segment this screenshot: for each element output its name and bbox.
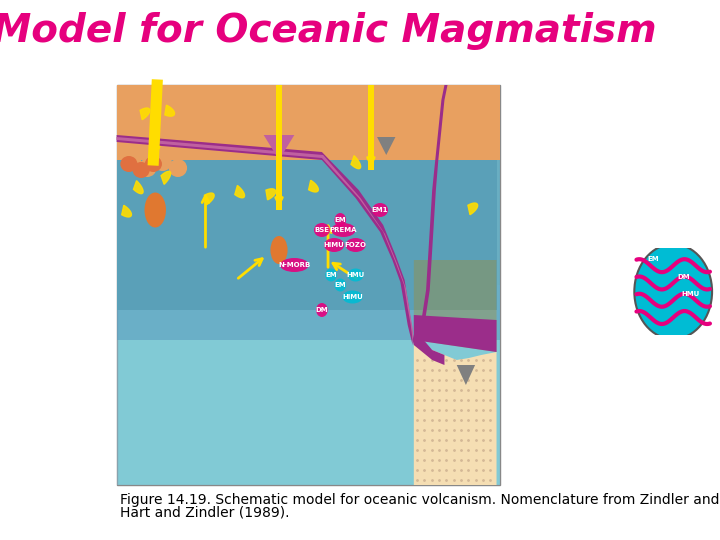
Text: EM: EM xyxy=(325,272,337,278)
Ellipse shape xyxy=(324,238,344,252)
Polygon shape xyxy=(414,340,497,485)
Polygon shape xyxy=(117,135,413,345)
Bar xyxy=(152,85,158,160)
Ellipse shape xyxy=(280,258,309,272)
Ellipse shape xyxy=(120,156,138,172)
Ellipse shape xyxy=(348,268,364,281)
Ellipse shape xyxy=(343,291,363,303)
Polygon shape xyxy=(117,85,497,160)
Polygon shape xyxy=(140,108,150,120)
Polygon shape xyxy=(204,193,214,205)
Polygon shape xyxy=(414,260,497,352)
Text: DM: DM xyxy=(315,307,328,313)
Polygon shape xyxy=(165,105,174,116)
Ellipse shape xyxy=(335,213,346,227)
Text: HIMU: HIMU xyxy=(342,294,363,300)
Text: EM: EM xyxy=(335,217,346,223)
Ellipse shape xyxy=(335,279,346,292)
Ellipse shape xyxy=(271,236,287,264)
Text: EM: EM xyxy=(335,282,346,288)
Polygon shape xyxy=(235,185,245,198)
Polygon shape xyxy=(414,315,497,352)
Ellipse shape xyxy=(153,153,172,171)
Bar xyxy=(117,160,500,340)
Text: HMU: HMU xyxy=(346,272,365,278)
Polygon shape xyxy=(456,365,475,385)
Polygon shape xyxy=(122,205,132,217)
Text: BSE: BSE xyxy=(315,227,330,233)
Ellipse shape xyxy=(314,223,330,237)
Ellipse shape xyxy=(346,238,366,252)
Polygon shape xyxy=(414,85,448,340)
Ellipse shape xyxy=(372,203,388,217)
Text: FOZO: FOZO xyxy=(345,242,366,248)
Polygon shape xyxy=(133,181,143,194)
Polygon shape xyxy=(266,189,276,200)
Polygon shape xyxy=(351,156,361,168)
Bar xyxy=(276,85,282,210)
Polygon shape xyxy=(264,135,294,160)
Text: PREMA: PREMA xyxy=(330,227,357,233)
Ellipse shape xyxy=(316,303,328,317)
Bar xyxy=(117,285,500,485)
Ellipse shape xyxy=(325,268,337,281)
Ellipse shape xyxy=(634,244,712,339)
Text: EM1: EM1 xyxy=(372,207,388,213)
Text: DM: DM xyxy=(678,274,690,280)
Ellipse shape xyxy=(132,162,150,178)
Bar xyxy=(117,130,497,310)
Polygon shape xyxy=(161,171,171,184)
Bar xyxy=(368,85,374,170)
Bar xyxy=(117,85,500,485)
Text: HMU: HMU xyxy=(682,291,700,297)
Ellipse shape xyxy=(145,192,166,227)
Polygon shape xyxy=(309,180,318,192)
Text: Hart and Zindler (1989).: Hart and Zindler (1989). xyxy=(120,505,289,519)
Text: N-MORB: N-MORB xyxy=(278,262,310,268)
Ellipse shape xyxy=(331,223,356,237)
Polygon shape xyxy=(413,330,444,365)
Text: HIMU: HIMU xyxy=(324,242,345,248)
Ellipse shape xyxy=(145,156,162,172)
Polygon shape xyxy=(468,203,477,215)
Polygon shape xyxy=(377,137,395,155)
Text: EM: EM xyxy=(647,256,659,262)
Bar xyxy=(117,85,500,160)
Polygon shape xyxy=(117,137,414,342)
Text: A Model for Oceanic Magmatism: A Model for Oceanic Magmatism xyxy=(0,12,657,50)
Text: Figure 14.19. Schematic model for oceanic volcanism. Nomenclature from Zindler a: Figure 14.19. Schematic model for oceani… xyxy=(120,493,720,507)
Ellipse shape xyxy=(122,153,141,171)
Bar xyxy=(117,85,500,485)
Ellipse shape xyxy=(168,159,187,177)
Ellipse shape xyxy=(138,159,156,177)
